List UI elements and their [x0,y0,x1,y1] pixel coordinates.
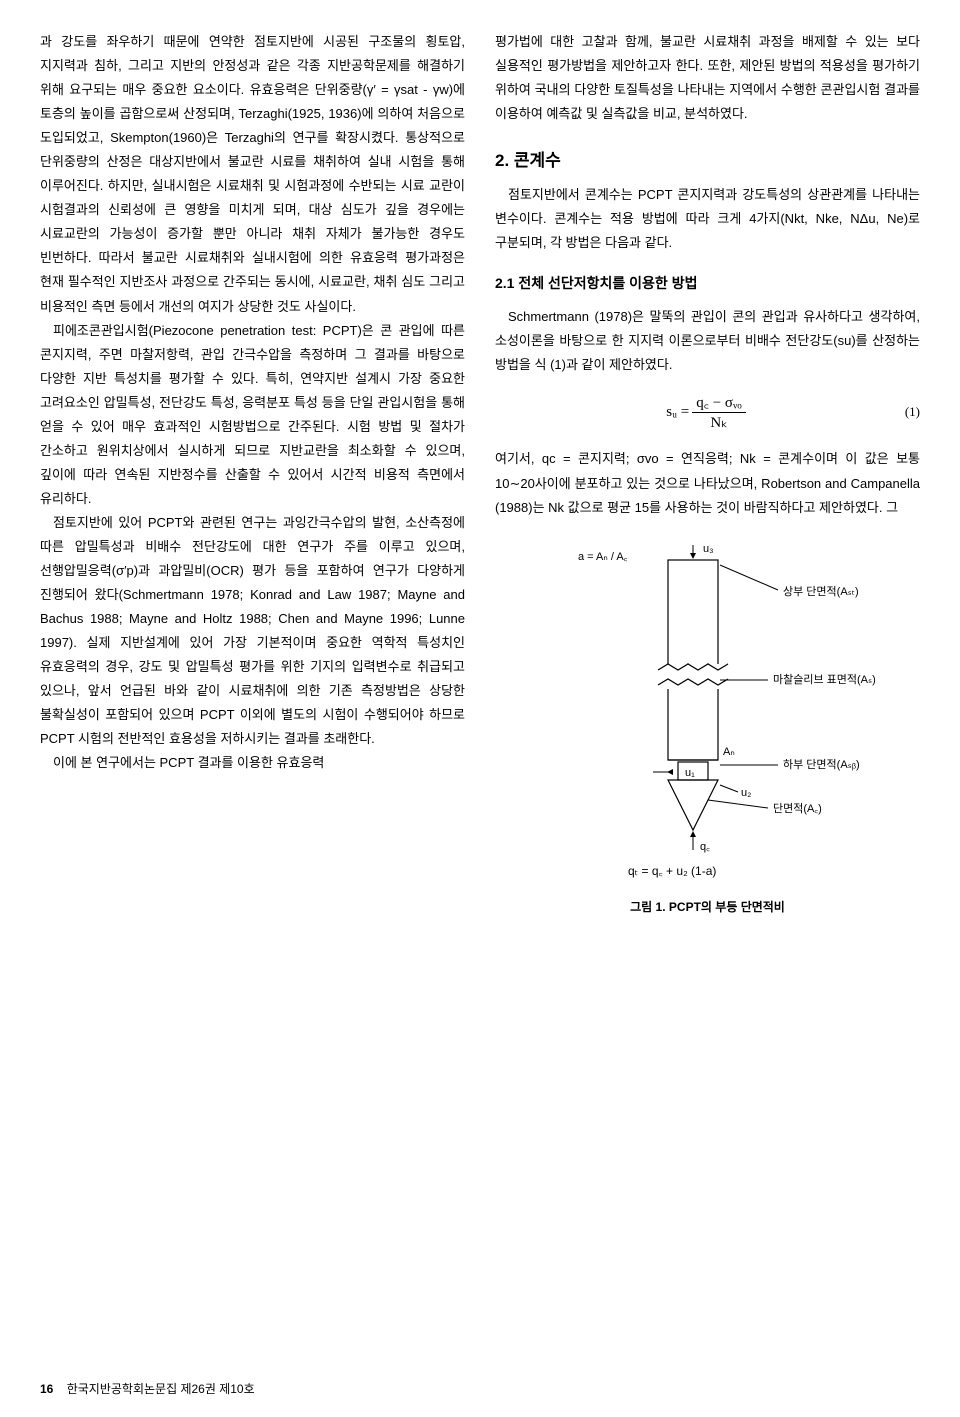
equation-fraction: q꜀ − σᵥₒ Nₖ [692,392,745,432]
u2-leader [720,785,738,792]
left-paragraph-1: 과 강도를 좌우하기 때문에 연약한 점토지반에 시공된 구조물의 횡토압, 지… [40,30,465,319]
equation-lhs: sᵤ = [666,404,689,421]
right-column: 평가법에 대한 고찰과 함께, 불교란 시료채취 과정을 배제할 수 있는 보다… [495,30,920,915]
eq-denominator: Nₖ [692,413,745,432]
two-column-layout: 과 강도를 좌우하기 때문에 연약한 점토지반에 시공된 구조물의 횡토압, 지… [40,30,920,915]
section-2-1-title: 2.1 전체 선단저항치를 이용한 방법 [495,273,920,293]
figure-1-caption: 그림 1. PCPT의 부등 단면적비 [495,898,920,915]
right-paragraph-3: Schmertmann (1978)은 말뚝의 관입이 콘의 관입과 유사하다고… [495,305,920,377]
right-paragraph-1: 평가법에 대한 고찰과 함께, 불교란 시료채취 과정을 배제할 수 있는 보다… [495,30,920,126]
eq-lhs-text: sᵤ [666,404,677,420]
equation-number: (1) [905,404,920,420]
label-a-ratio: a = Aₙ / A꜀ [578,551,628,563]
ac-leader [708,800,768,808]
page-footer: 16 한국지반공학회논문집 제26권 제10호 [40,1380,255,1397]
label-u2: u₂ [741,787,751,799]
top-section-leader [720,565,778,590]
label-an: Aₙ [723,746,735,758]
right-paragraph-4: 여기서, qc = 콘지지력; σvo = 연직응력; Nk = 콘계수이며 이… [495,447,920,519]
label-ac: 단면적(A꜀) [773,802,822,815]
break-mask [656,664,730,689]
cone-tip [668,780,718,830]
pcpt-diagram-svg: a = Aₙ / A꜀ u₃ 상부 단면적(Aₛₜ) 마찰슬리브 표면적(Aₛ)… [508,540,908,890]
section-2-title: 2. 콘계수 [495,146,920,171]
label-u3: u₃ [703,543,714,555]
label-friction-sleeve: 마찰슬리브 표면적(Aₛ) [773,673,876,686]
page-number: 16 [40,1382,53,1396]
label-qt-eq: qₜ = q꜀ + u₂ (1-a) [628,864,716,878]
left-paragraph-3: 점토지반에 있어 PCPT와 관련된 연구는 과잉간극수압의 발현, 소산측정에… [40,511,465,751]
figure-1: a = Aₙ / A꜀ u₃ 상부 단면적(Aₛₜ) 마찰슬리브 표면적(Aₛ)… [495,540,920,915]
right-paragraph-2: 점토지반에서 콘계수는 PCPT 콘지지력과 강도특성의 상관관계를 나타내는 … [495,183,920,255]
journal-name: 한국지반공학회논문집 제26권 제10호 [67,1382,255,1396]
shaft-rect [668,560,718,760]
label-bottom-section: 하부 단면적(Aₛᵦ) [783,757,860,771]
left-column: 과 강도를 좌우하기 때문에 연약한 점토지반에 시공된 구조물의 횡토압, 지… [40,30,465,915]
left-paragraph-2: 피에조콘관입시험(Piezocone penetration test: PCP… [40,319,465,511]
left-paragraph-4: 이에 본 연구에서는 PCPT 결과를 이용한 유효응력 [40,751,465,775]
eq-numerator: q꜀ − σᵥₒ [692,392,745,413]
label-qc: q꜀ [700,841,710,853]
equation-1: sᵤ = q꜀ − σᵥₒ Nₖ (1) [495,392,920,432]
label-u1: u₁ [685,767,695,779]
label-top-section: 상부 단면적(Aₛₜ) [783,585,859,598]
